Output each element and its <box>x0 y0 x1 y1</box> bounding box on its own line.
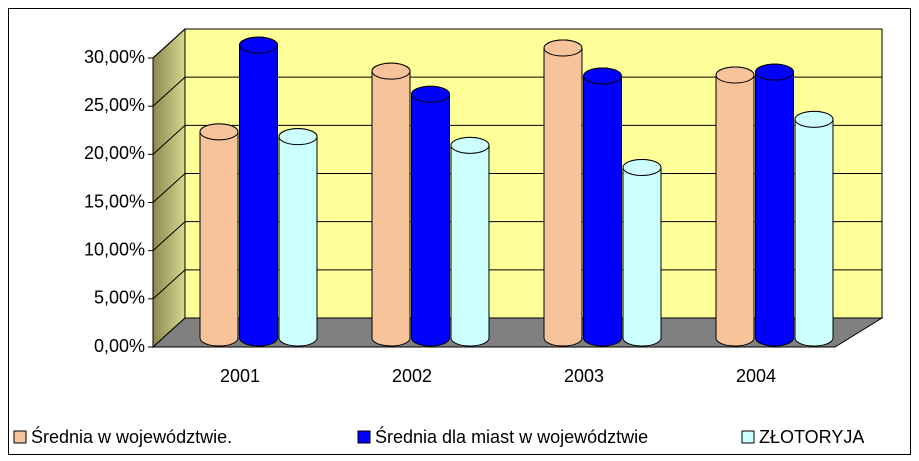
bar-top <box>278 128 318 146</box>
bar <box>715 66 755 347</box>
bar <box>411 85 450 347</box>
bar <box>278 128 318 347</box>
legend-label: ZŁOTORYJA <box>759 427 864 447</box>
y-tick-label: 15,00% <box>84 191 145 211</box>
bar <box>450 136 490 347</box>
bar <box>543 39 583 347</box>
bar-top <box>715 66 755 84</box>
bar-top <box>622 158 662 176</box>
bar-top <box>411 85 450 103</box>
x-tick-label: 2004 <box>736 366 776 386</box>
bar-top <box>371 62 411 80</box>
y-tick-label: 30,00% <box>84 47 145 67</box>
bar <box>239 36 278 347</box>
bar <box>755 63 794 347</box>
bar-top <box>794 110 834 128</box>
bar-top <box>450 136 490 154</box>
x-tick-label: 2001 <box>220 366 260 386</box>
grid-line <box>152 28 882 59</box>
grid-line <box>152 124 882 155</box>
legend-swatch <box>357 430 371 444</box>
legend-swatch <box>741 430 755 444</box>
bar <box>794 110 834 347</box>
bar-top <box>583 67 622 85</box>
bar <box>622 159 662 347</box>
bar <box>199 123 239 347</box>
bar-top <box>755 63 794 81</box>
legend-label: Średnia dla miast w województwie <box>375 426 648 447</box>
bar-top <box>239 36 278 54</box>
grid-line <box>152 76 882 107</box>
y-tick-label: 20,00% <box>84 143 145 163</box>
bar-top <box>199 123 239 141</box>
y-tick-label: 0,00% <box>94 336 145 356</box>
bar-top <box>543 39 583 57</box>
y-tick-label: 5,00% <box>94 288 145 308</box>
bar <box>583 67 622 347</box>
x-tick-label: 2003 <box>564 366 604 386</box>
legend-swatch <box>13 430 27 444</box>
legend-label: Średnia w województwie. <box>31 426 232 447</box>
x-tick-label: 2002 <box>392 366 432 386</box>
bar <box>371 62 411 347</box>
y-tick-label: 25,00% <box>84 95 145 115</box>
y-tick-label: 10,00% <box>84 239 145 259</box>
